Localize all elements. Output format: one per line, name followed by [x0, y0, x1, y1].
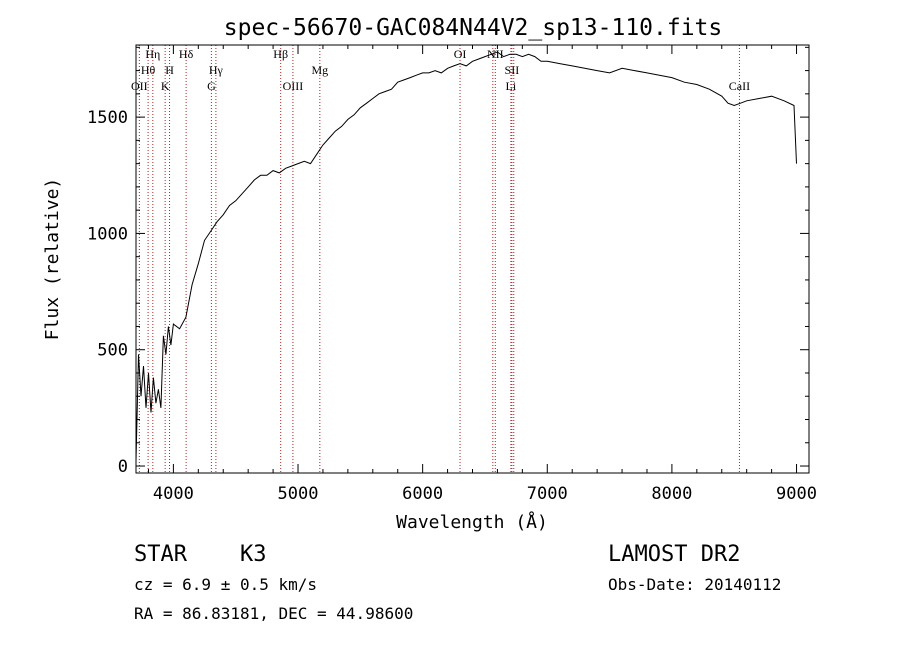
x-tick-label: 9000 [776, 484, 817, 504]
spectral-line-labels: OII Hθ Hη KH Hδ G Hγ Hβ OIII Mg OI NII Li SII CaII [131, 47, 750, 93]
plot-frame [135, 44, 810, 474]
y-tick-label: 1500 [87, 108, 128, 128]
x-tick-label: 4000 [153, 484, 194, 504]
y-tick-label: 500 [97, 341, 128, 361]
spectral-line-label: Hη [145, 47, 160, 61]
survey-label: LAMOST DR2 [608, 542, 740, 567]
spectral-line-label: H [165, 63, 174, 77]
coordinates-text: RA = 86.83181, DEC = 44.98600 [134, 604, 413, 623]
y-axis: 0 500 1000 1500 [87, 46, 809, 477]
chart-title: spec-56670-GAC084N44V2_sp13-110.fits [224, 15, 723, 41]
class-label: STAR [134, 542, 188, 567]
y-tick-label: 1000 [87, 224, 128, 244]
spectral-line-label: G [207, 79, 216, 93]
spectral-line-label: OII [131, 79, 148, 93]
spectral-line-label: OI [454, 47, 467, 61]
x-tick-label: 7000 [527, 484, 568, 504]
spectral-line-label: Hδ [179, 47, 194, 61]
spectral-line-label: CaII [729, 79, 750, 93]
x-axis: 4000 5000 6000 7000 8000 9000 [147, 45, 817, 504]
spectral-line-label: Hθ [141, 63, 156, 77]
y-axis-label: Flux (relative) [42, 178, 63, 341]
subclass-label: K3 [240, 542, 267, 567]
spectral-line-label: OIII [283, 79, 304, 93]
x-tick-label: 8000 [651, 484, 692, 504]
spectral-line-label: Mg [311, 63, 328, 77]
spectral-line-label: Hβ [273, 47, 288, 61]
spectral-line-label: K [161, 79, 170, 93]
y-tick-label: 0 [118, 457, 128, 477]
obs-date-text: Obs-Date: 20140112 [608, 575, 781, 594]
redshift-text: cz = 6.9 ± 0.5 km/s [134, 575, 317, 594]
x-axis-label: Wavelength (Å) [396, 511, 548, 533]
spectral-line-label: SII [505, 63, 520, 77]
spectral-line-label: Li [506, 79, 517, 93]
x-tick-label: 5000 [278, 484, 319, 504]
x-tick-label: 6000 [402, 484, 443, 504]
spectral-line-label: NII [487, 47, 504, 61]
spectral-line-markers [138, 45, 740, 473]
spectrum-curve [135, 51, 797, 462]
spectral-line-label: Hγ [209, 63, 224, 77]
